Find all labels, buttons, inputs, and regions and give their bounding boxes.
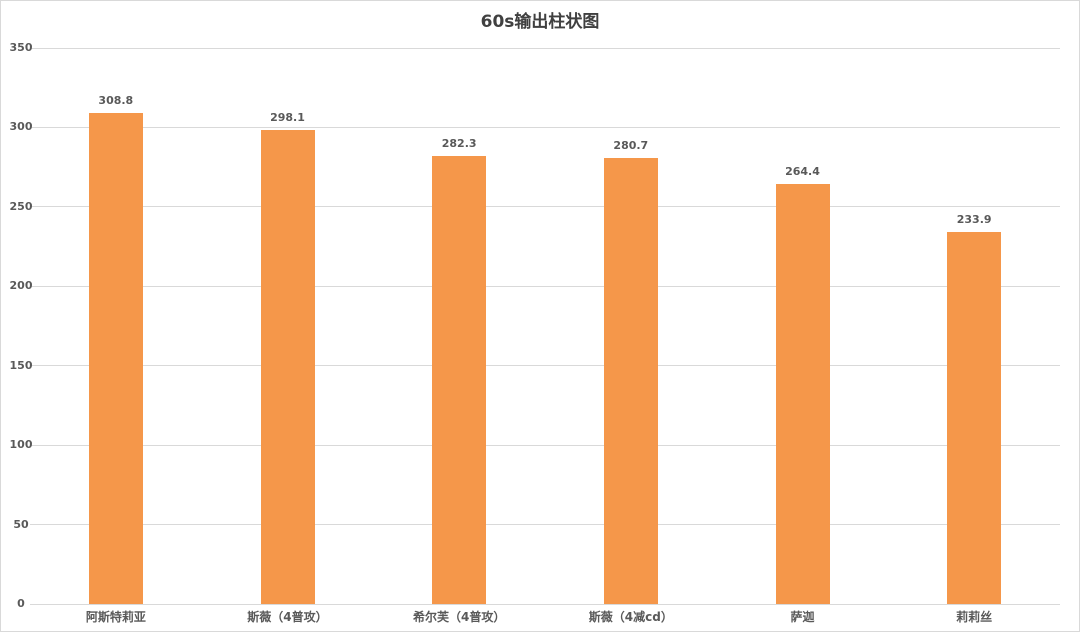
bar-value-label: 308.8 bbox=[98, 94, 134, 108]
x-axis-category-label: 萨迦 bbox=[790, 610, 815, 624]
y-axis-tick-label: 50 bbox=[13, 517, 29, 531]
bar bbox=[603, 158, 658, 604]
gridline bbox=[30, 524, 1060, 526]
bar bbox=[775, 183, 830, 604]
gridline bbox=[30, 126, 1060, 128]
y-axis-tick-label: 250 bbox=[9, 199, 33, 213]
bar-value-label: 282.3 bbox=[441, 136, 477, 150]
bar-value-label: 280.7 bbox=[613, 139, 649, 153]
bar bbox=[88, 113, 143, 604]
bar bbox=[432, 155, 487, 604]
x-axis-category-label: 阿斯特莉亚 bbox=[85, 610, 146, 624]
bar bbox=[947, 232, 1002, 604]
bar-value-label: 298.1 bbox=[270, 111, 305, 125]
y-axis-tick-label: 0 bbox=[17, 597, 25, 610]
y-axis-tick-label: 100 bbox=[9, 438, 33, 452]
y-axis-tick-label: 350 bbox=[9, 41, 33, 54]
gridline bbox=[30, 47, 1060, 49]
chart-title: 60s输出柱状图 bbox=[480, 12, 600, 32]
y-axis-tick-label: 200 bbox=[9, 279, 33, 293]
gridline bbox=[30, 285, 1060, 287]
x-axis-category-label: 斯薇（4普攻） bbox=[247, 610, 328, 624]
x-axis-line bbox=[30, 603, 1060, 605]
x-axis-category-label: 希尔芙（4普攻） bbox=[412, 610, 506, 624]
y-axis-tick-label: 150 bbox=[9, 358, 33, 372]
y-axis-tick-label: 300 bbox=[9, 120, 33, 134]
bar bbox=[260, 130, 315, 604]
bar-value-label: 233.9 bbox=[956, 213, 992, 227]
gridline bbox=[30, 206, 1060, 208]
bar-value-label: 264.4 bbox=[785, 164, 820, 178]
x-axis-category-label: 斯薇（4减cd） bbox=[588, 610, 673, 624]
gridline bbox=[30, 444, 1060, 446]
x-axis-category-label: 莉莉丝 bbox=[956, 610, 993, 624]
gridline bbox=[30, 365, 1060, 367]
